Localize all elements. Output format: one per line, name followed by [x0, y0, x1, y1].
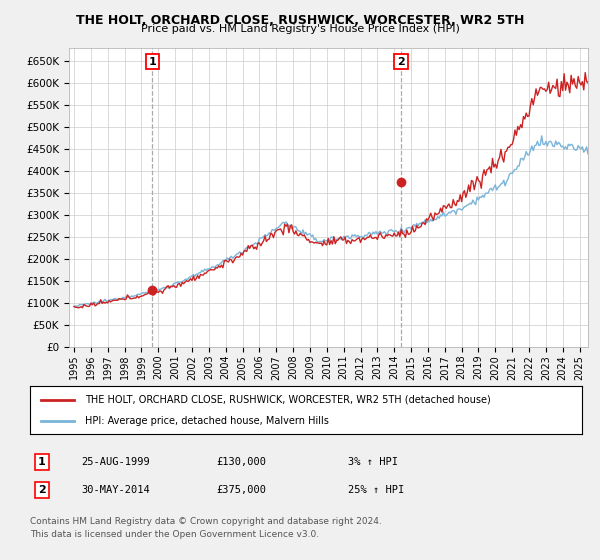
Text: 1: 1	[148, 57, 156, 67]
Text: 2: 2	[38, 485, 46, 495]
Text: £130,000: £130,000	[216, 457, 266, 467]
Text: 3% ↑ HPI: 3% ↑ HPI	[348, 457, 398, 467]
Text: This data is licensed under the Open Government Licence v3.0.: This data is licensed under the Open Gov…	[30, 530, 319, 539]
Text: Price paid vs. HM Land Registry's House Price Index (HPI): Price paid vs. HM Land Registry's House …	[140, 24, 460, 34]
Text: HPI: Average price, detached house, Malvern Hills: HPI: Average price, detached house, Malv…	[85, 416, 329, 426]
Text: 25% ↑ HPI: 25% ↑ HPI	[348, 485, 404, 495]
Text: THE HOLT, ORCHARD CLOSE, RUSHWICK, WORCESTER, WR2 5TH (detached house): THE HOLT, ORCHARD CLOSE, RUSHWICK, WORCE…	[85, 395, 491, 405]
Text: 25-AUG-1999: 25-AUG-1999	[81, 457, 150, 467]
Text: THE HOLT, ORCHARD CLOSE, RUSHWICK, WORCESTER, WR2 5TH: THE HOLT, ORCHARD CLOSE, RUSHWICK, WORCE…	[76, 14, 524, 27]
Text: 1: 1	[38, 457, 46, 467]
Text: £375,000: £375,000	[216, 485, 266, 495]
Text: 30-MAY-2014: 30-MAY-2014	[81, 485, 150, 495]
Text: Contains HM Land Registry data © Crown copyright and database right 2024.: Contains HM Land Registry data © Crown c…	[30, 517, 382, 526]
Text: 2: 2	[397, 57, 405, 67]
